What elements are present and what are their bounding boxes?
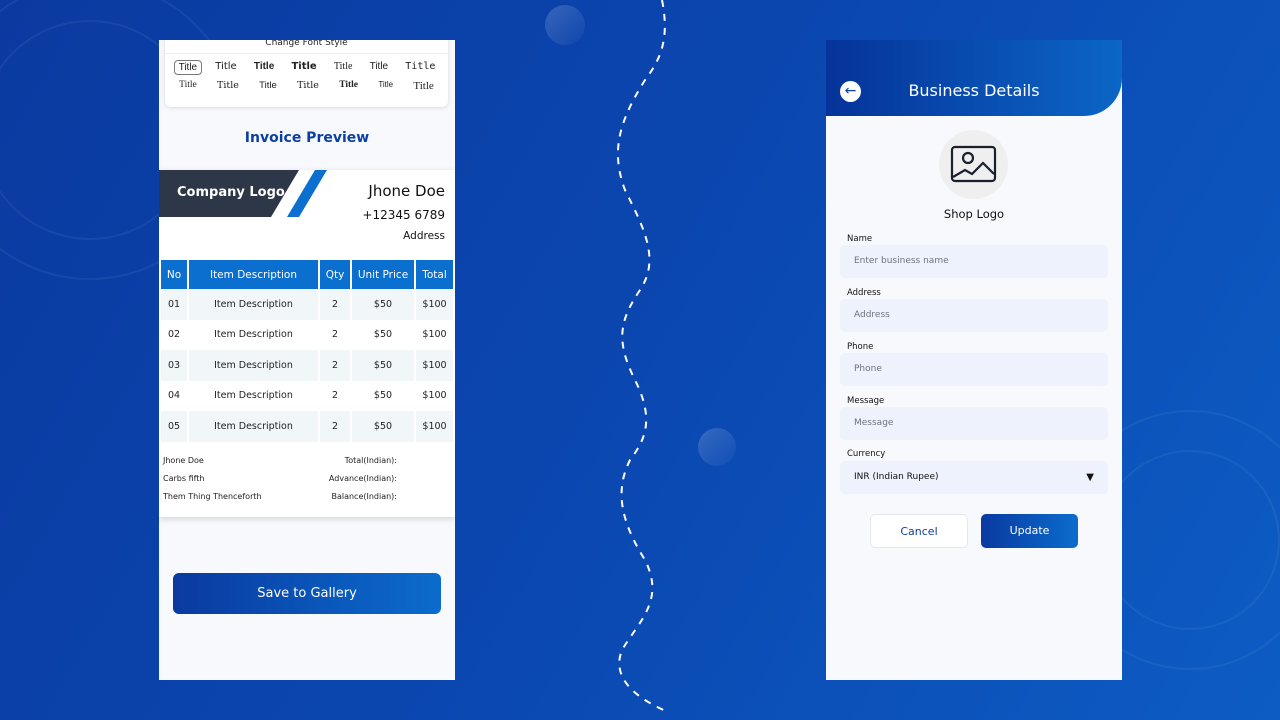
font-card-title: Change Font Style: [165, 40, 448, 54]
invoice-table: No Item Description Qty Unit Price Total…: [159, 260, 455, 442]
col-header: Unit Price: [352, 260, 414, 289]
phone-input[interactable]: Phone: [840, 353, 1108, 386]
table-cell: 04: [167, 390, 181, 402]
table-cell: Item Description: [214, 390, 293, 402]
font-option[interactable]: Title: [215, 61, 237, 72]
table-row: 02 Item Description 2 $50 $100: [161, 320, 453, 351]
table-cell: 02: [167, 329, 181, 341]
font-option[interactable]: Title: [253, 61, 275, 72]
phone-label: Phone: [847, 342, 874, 352]
table-cell: Item Description: [189, 289, 318, 320]
footer-right: Total(Indian):: [344, 456, 397, 465]
table-cell: 05: [161, 411, 187, 442]
table-cell: 2: [320, 289, 350, 320]
table-cell: $50: [373, 390, 393, 402]
col-header: Item Description: [189, 260, 318, 289]
col-header: Total: [416, 260, 453, 289]
font-style-card: Change Font Style Title Title Title Titl…: [165, 40, 448, 107]
font-option[interactable]: Title: [405, 61, 436, 72]
table-cell: 2: [331, 390, 339, 402]
font-option[interactable]: Title: [333, 61, 353, 72]
font-option[interactable]: Title: [378, 80, 394, 89]
table-row: 05 Item Description 2 $50 $100: [161, 411, 453, 442]
table-row: 04 Item Description 2 $50 $100: [161, 381, 453, 412]
font-option[interactable]: Title: [179, 80, 197, 90]
table-cell: 2: [320, 411, 350, 442]
company-logo: Company Logo: [159, 170, 299, 217]
table-cell: 03: [161, 350, 187, 381]
name-placeholder: Enter business name: [854, 256, 949, 266]
cancel-button[interactable]: Cancel: [870, 514, 968, 548]
font-option[interactable]: Title: [413, 80, 434, 92]
customer-phone: +12345 6789: [362, 208, 445, 222]
message-placeholder: Message: [854, 418, 894, 428]
currency-label: Currency: [847, 449, 886, 459]
image-icon: [950, 145, 997, 183]
footer-right: Advance(Indian):: [328, 474, 397, 483]
footer-right: Balance(Indian):: [331, 492, 397, 501]
update-button[interactable]: Update: [981, 514, 1078, 548]
address-placeholder: Address: [854, 310, 890, 320]
table-cell: $100: [416, 411, 453, 442]
font-option[interactable]: Title: [217, 80, 239, 91]
table-cell: 2: [320, 350, 350, 381]
shop-logo-label: Shop Logo: [943, 207, 1005, 221]
shop-logo-picker[interactable]: [939, 130, 1008, 199]
footer-left: Carbs fifth: [163, 474, 205, 483]
business-details-screen: ← Business Details Shop Logo Name Enter …: [826, 40, 1122, 680]
font-option[interactable]: Title: [259, 80, 277, 91]
table-cell: 2: [331, 329, 339, 341]
page-title: Business Details: [908, 81, 1040, 100]
table-cell: $100: [416, 350, 453, 381]
col-header: No: [161, 260, 187, 289]
table-cell: 01: [161, 289, 187, 320]
dashed-wave-divider: [616, 0, 669, 713]
table-cell: $50: [373, 329, 393, 341]
chevron-down-icon: ▼: [1086, 472, 1094, 483]
table-cell: $50: [352, 411, 414, 442]
phone-placeholder: Phone: [854, 364, 882, 374]
currency-select[interactable]: INR (Indian Rupee) ▼: [840, 461, 1108, 494]
col-header: Qty: [320, 260, 350, 289]
table-cell: Item Description: [189, 411, 318, 442]
address-label: Address: [847, 288, 881, 298]
save-to-gallery-button[interactable]: Save to Gallery: [173, 573, 441, 614]
invoice-preview: Company Logo Jhone Doe +12345 6789 Addre…: [159, 170, 455, 517]
decor-blob: [698, 428, 736, 466]
invoice-preview-title: Invoice Preview: [244, 130, 370, 146]
name-input[interactable]: Enter business name: [840, 245, 1108, 278]
address-input[interactable]: Address: [840, 299, 1108, 332]
decor-ring: [1100, 450, 1280, 630]
decor-blob: [545, 5, 585, 45]
footer-left: Jhone Doe: [163, 456, 204, 465]
customer-name: Jhone Doe: [368, 182, 445, 200]
table-cell: $100: [422, 329, 447, 341]
table-cell: $50: [352, 289, 414, 320]
table-cell: $100: [416, 289, 453, 320]
font-option[interactable]: Title: [297, 80, 319, 91]
table-row: 01 Item Description 2 $50 $100: [161, 289, 453, 320]
message-input[interactable]: Message: [840, 407, 1108, 440]
table-cell: $50: [352, 350, 414, 381]
customer-address: Address: [403, 230, 445, 242]
font-option[interactable]: Title: [173, 60, 203, 75]
header: ← Business Details: [826, 40, 1122, 116]
font-option[interactable]: Title: [291, 61, 317, 72]
table-cell: Item Description: [189, 350, 318, 381]
arrow-left-icon[interactable]: ←: [840, 81, 861, 102]
table-cell: $100: [422, 390, 447, 402]
invoice-screen: Change Font Style Title Title Title Titl…: [159, 40, 455, 680]
footer-left: Them Thing Thenceforth: [163, 492, 262, 501]
name-label: Name: [847, 234, 873, 244]
message-label: Message: [847, 396, 885, 406]
table-cell: Item Description: [214, 329, 293, 341]
font-option[interactable]: Title: [369, 61, 389, 72]
table-row: 03 Item Description 2 $50 $100: [161, 350, 453, 381]
font-option[interactable]: Title: [339, 80, 359, 90]
currency-value: INR (Indian Rupee): [854, 472, 939, 482]
